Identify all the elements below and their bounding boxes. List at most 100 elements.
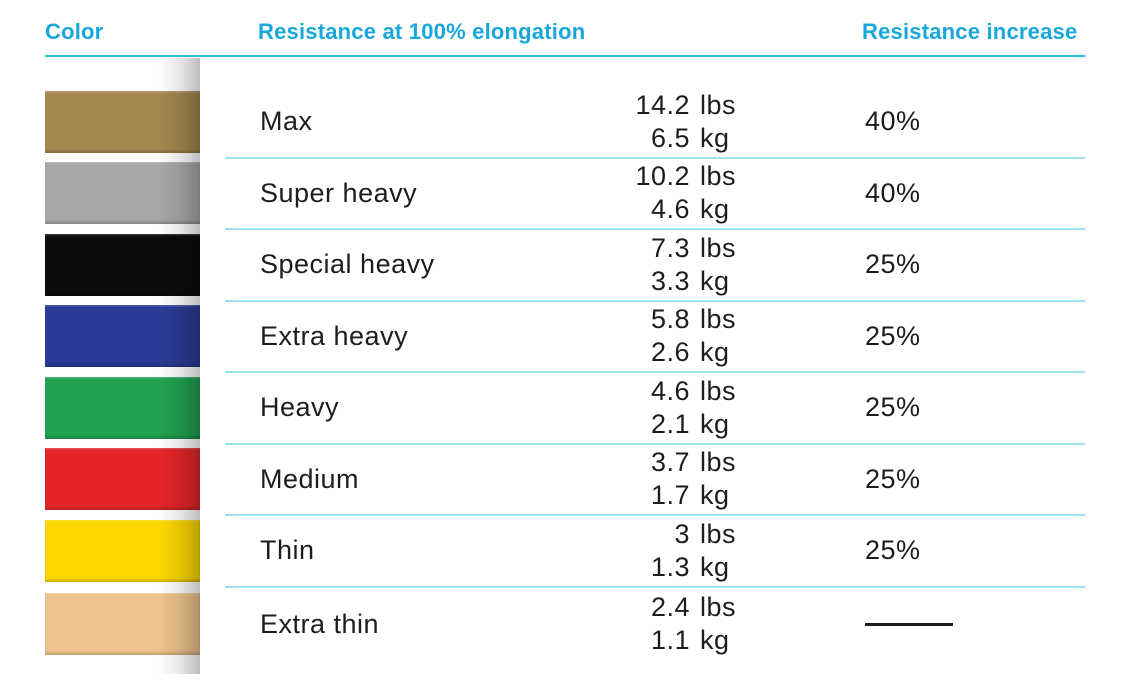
kg-value: 4.6 bbox=[650, 194, 690, 225]
color-band-swatch bbox=[45, 448, 200, 511]
kg-unit: kg bbox=[700, 408, 730, 439]
band-cell bbox=[45, 515, 200, 587]
kg-line: 2.6 kg bbox=[550, 336, 750, 369]
lbs-line: 14.2 lbs bbox=[550, 89, 750, 122]
table-row: Thin 3 lbs 1.3 kg 25% bbox=[45, 515, 1085, 587]
band-label: Max bbox=[260, 106, 313, 137]
column-header-increase: Resistance increase bbox=[862, 19, 1078, 44]
band-cell bbox=[45, 444, 200, 516]
table-row: Medium 3.7 lbs 1.7 kg 25% bbox=[45, 444, 1085, 516]
band-cell bbox=[45, 158, 200, 230]
color-band-swatch bbox=[45, 593, 200, 655]
color-band-swatch bbox=[45, 376, 200, 439]
color-band-swatch bbox=[45, 305, 200, 368]
resistance-values: 3.7 lbs 1.7 kg bbox=[550, 446, 750, 512]
lbs-unit: lbs bbox=[700, 232, 737, 263]
resistance-values: 2.4 lbs 1.1 kg bbox=[550, 591, 750, 657]
kg-line: 1.3 kg bbox=[550, 551, 750, 584]
header-underline bbox=[45, 55, 1085, 57]
table-row: Max 14.2 lbs 6.5 kg 40% bbox=[45, 58, 1085, 158]
increase-cell: 40% bbox=[865, 106, 1085, 137]
band-label: Medium bbox=[260, 463, 360, 494]
lbs-line: 3 lbs bbox=[550, 518, 750, 551]
lbs-value: 5.8 bbox=[650, 304, 690, 335]
band-label: Extra thin bbox=[260, 608, 380, 639]
kg-unit: kg bbox=[700, 265, 730, 296]
increase-cell: 25% bbox=[865, 535, 1085, 566]
increase-cell: 25% bbox=[865, 249, 1085, 280]
resistance-values: 3 lbs 1.3 kg bbox=[550, 518, 750, 584]
lbs-unit: lbs bbox=[700, 89, 737, 120]
resistance-values: 5.8 lbs 2.6 kg bbox=[550, 303, 750, 369]
lbs-value: 3 bbox=[674, 518, 690, 549]
band-label: Extra heavy bbox=[260, 320, 409, 351]
table-row: Extra thin 2.4 lbs 1.1 kg bbox=[45, 587, 1085, 662]
increase-value: 40% bbox=[865, 177, 921, 208]
kg-value: 6.5 bbox=[650, 122, 690, 153]
increase-cell: 40% bbox=[865, 178, 1085, 209]
lbs-line: 2.4 lbs bbox=[550, 591, 750, 624]
increase-cell bbox=[865, 622, 1085, 626]
kg-line: 3.3 kg bbox=[550, 265, 750, 298]
increase-cell: 25% bbox=[865, 392, 1085, 423]
band-cell bbox=[45, 229, 200, 301]
column-header-resistance: Resistance at 100% elongation bbox=[258, 19, 586, 44]
lbs-line: 5.8 lbs bbox=[550, 303, 750, 336]
lbs-value: 10.2 bbox=[635, 161, 690, 192]
lbs-value: 3.7 bbox=[650, 447, 690, 478]
band-label: Thin bbox=[260, 535, 315, 566]
kg-line: 1.1 kg bbox=[550, 624, 750, 657]
color-band-swatch bbox=[45, 162, 200, 225]
kg-unit: kg bbox=[700, 194, 730, 225]
band-cell bbox=[45, 587, 200, 662]
lbs-value: 2.4 bbox=[650, 592, 690, 622]
resistance-values: 14.2 lbs 6.5 kg bbox=[550, 89, 750, 155]
color-band-swatch bbox=[45, 233, 200, 296]
lbs-unit: lbs bbox=[700, 518, 737, 549]
lbs-line: 7.3 lbs bbox=[550, 232, 750, 265]
increase-value: 25% bbox=[865, 320, 921, 351]
resistance-values: 10.2 lbs 4.6 kg bbox=[550, 160, 750, 226]
lbs-value: 4.6 bbox=[650, 375, 690, 406]
table-body: Max 14.2 lbs 6.5 kg 40% Super heavy 10.2… bbox=[45, 58, 1085, 662]
kg-value: 2.1 bbox=[650, 408, 690, 439]
lbs-unit: lbs bbox=[700, 161, 737, 192]
increase-cell: 25% bbox=[865, 321, 1085, 352]
color-band-swatch bbox=[45, 519, 200, 582]
kg-value: 3.3 bbox=[650, 265, 690, 296]
increase-cell: 25% bbox=[865, 464, 1085, 495]
band-cell bbox=[45, 301, 200, 373]
increase-value: 40% bbox=[865, 106, 921, 137]
lbs-unit: lbs bbox=[700, 304, 737, 335]
kg-unit: kg bbox=[700, 625, 730, 655]
band-label: Super heavy bbox=[260, 177, 418, 208]
kg-line: 4.6 kg bbox=[550, 193, 750, 226]
kg-unit: kg bbox=[700, 337, 730, 368]
kg-line: 6.5 kg bbox=[550, 122, 750, 155]
lbs-value: 14.2 bbox=[635, 89, 690, 120]
lbs-unit: lbs bbox=[700, 375, 737, 406]
band-label: Heavy bbox=[260, 392, 340, 423]
resistance-values: 4.6 lbs 2.1 kg bbox=[550, 375, 750, 441]
lbs-unit: lbs bbox=[700, 447, 737, 478]
kg-value: 2.6 bbox=[650, 337, 690, 368]
kg-unit: kg bbox=[700, 551, 730, 582]
lbs-line: 4.6 lbs bbox=[550, 375, 750, 408]
increase-value: 25% bbox=[865, 463, 921, 494]
kg-value: 1.1 bbox=[650, 625, 690, 655]
kg-value: 1.7 bbox=[650, 480, 690, 511]
increase-value: 25% bbox=[865, 249, 921, 280]
band-cell bbox=[45, 86, 200, 158]
kg-line: 1.7 kg bbox=[550, 479, 750, 512]
lbs-line: 3.7 lbs bbox=[550, 446, 750, 479]
band-label: Special heavy bbox=[260, 249, 435, 280]
table-row: Extra heavy 5.8 lbs 2.6 kg 25% bbox=[45, 301, 1085, 373]
band-cell bbox=[45, 372, 200, 444]
table-row: Super heavy 10.2 lbs 4.6 kg 40% bbox=[45, 158, 1085, 230]
table-row: Heavy 4.6 lbs 2.1 kg 25% bbox=[45, 372, 1085, 444]
lbs-unit: lbs bbox=[700, 592, 737, 622]
no-increase-dash bbox=[865, 622, 953, 626]
lbs-value: 7.3 bbox=[650, 232, 690, 263]
kg-line: 2.1 kg bbox=[550, 408, 750, 441]
